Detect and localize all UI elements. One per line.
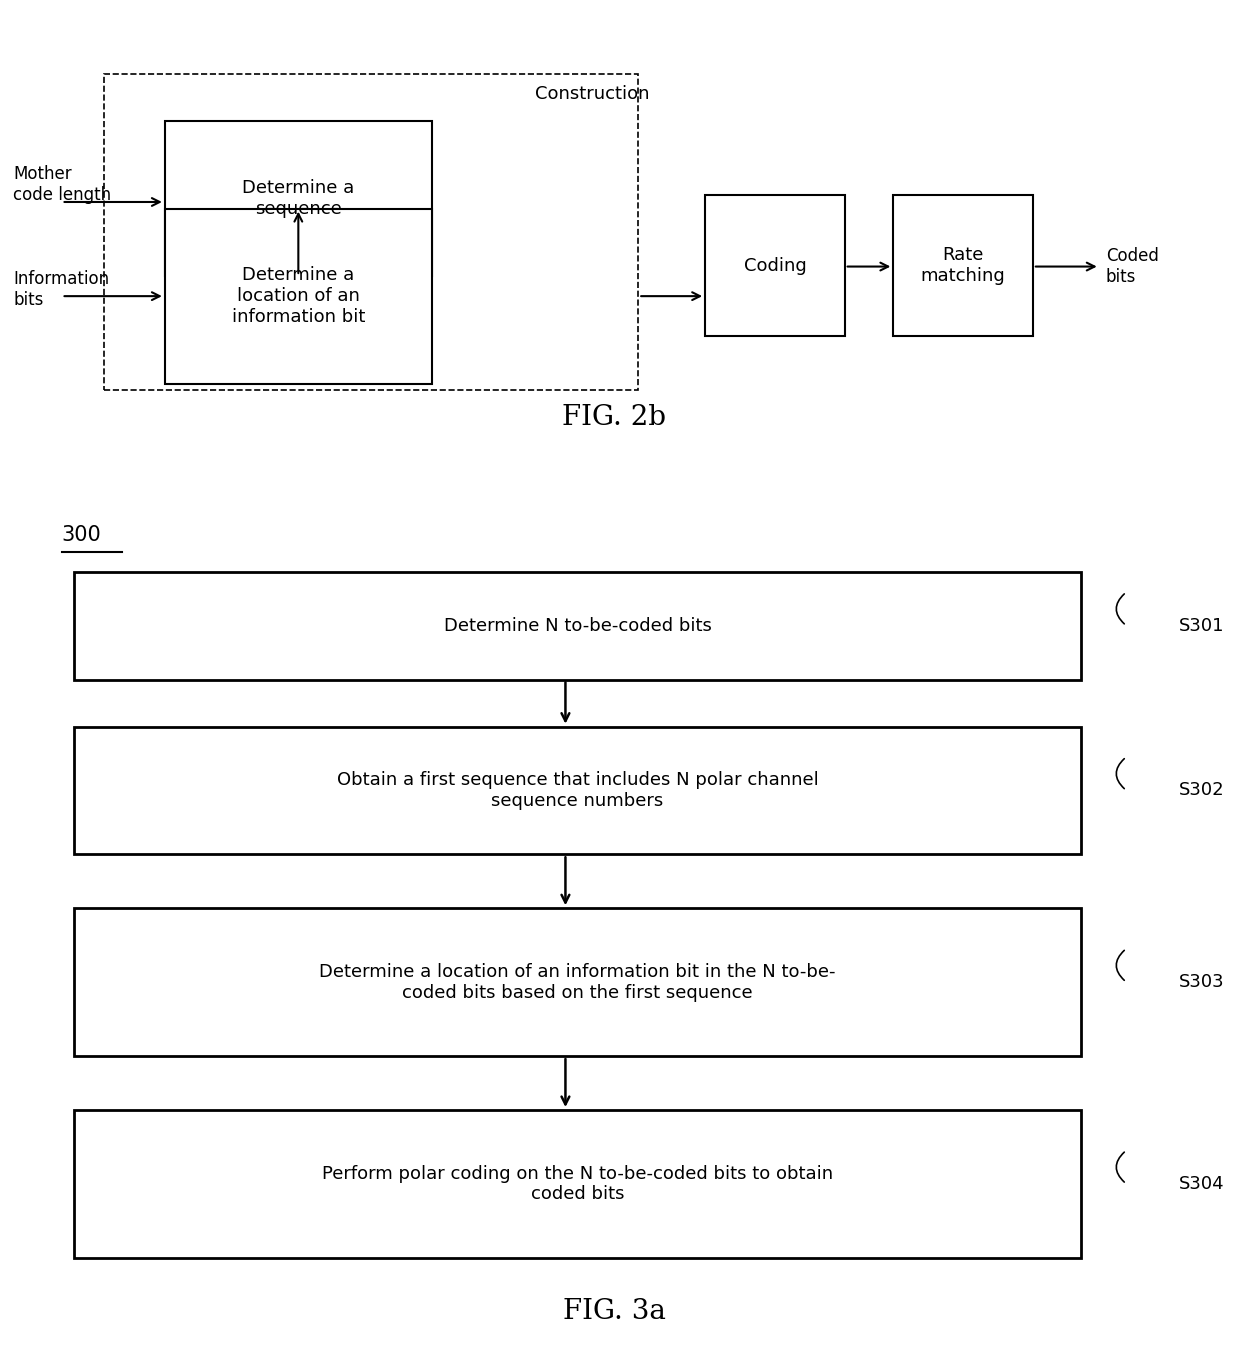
FancyBboxPatch shape	[893, 196, 1033, 337]
Text: Determine a
location of an
information bit: Determine a location of an information b…	[232, 266, 365, 326]
Text: FIG. 2b: FIG. 2b	[562, 404, 666, 431]
Text: S302: S302	[1178, 781, 1224, 799]
Text: Rate
matching: Rate matching	[920, 246, 1006, 285]
Text: Obtain a first sequence that includes N polar channel
sequence numbers: Obtain a first sequence that includes N …	[337, 771, 818, 810]
FancyBboxPatch shape	[73, 908, 1081, 1056]
Text: Coded
bits: Coded bits	[1106, 247, 1158, 285]
Text: Perform polar coding on the N to-be-coded bits to obtain
coded bits: Perform polar coding on the N to-be-code…	[322, 1165, 833, 1203]
Text: S303: S303	[1178, 973, 1224, 991]
Text: Construction: Construction	[536, 86, 650, 103]
Text: FIG. 3a: FIG. 3a	[563, 1298, 666, 1325]
FancyBboxPatch shape	[165, 209, 432, 383]
Text: Determine a
sequence: Determine a sequence	[242, 179, 355, 217]
FancyBboxPatch shape	[165, 121, 432, 276]
Text: Information
bits: Information bits	[12, 270, 109, 308]
FancyBboxPatch shape	[73, 572, 1081, 680]
Text: S304: S304	[1178, 1176, 1224, 1193]
Text: 300: 300	[62, 525, 102, 545]
FancyBboxPatch shape	[73, 1110, 1081, 1258]
Text: Mother
code length: Mother code length	[12, 164, 112, 204]
Text: Coding: Coding	[744, 257, 806, 275]
Text: Determine a location of an information bit in the N to-be-
coded bits based on t: Determine a location of an information b…	[320, 962, 836, 1002]
Text: S301: S301	[1178, 617, 1224, 635]
Text: Determine N to-be-coded bits: Determine N to-be-coded bits	[444, 617, 712, 635]
FancyBboxPatch shape	[706, 196, 844, 337]
FancyBboxPatch shape	[73, 727, 1081, 855]
FancyBboxPatch shape	[104, 75, 639, 390]
